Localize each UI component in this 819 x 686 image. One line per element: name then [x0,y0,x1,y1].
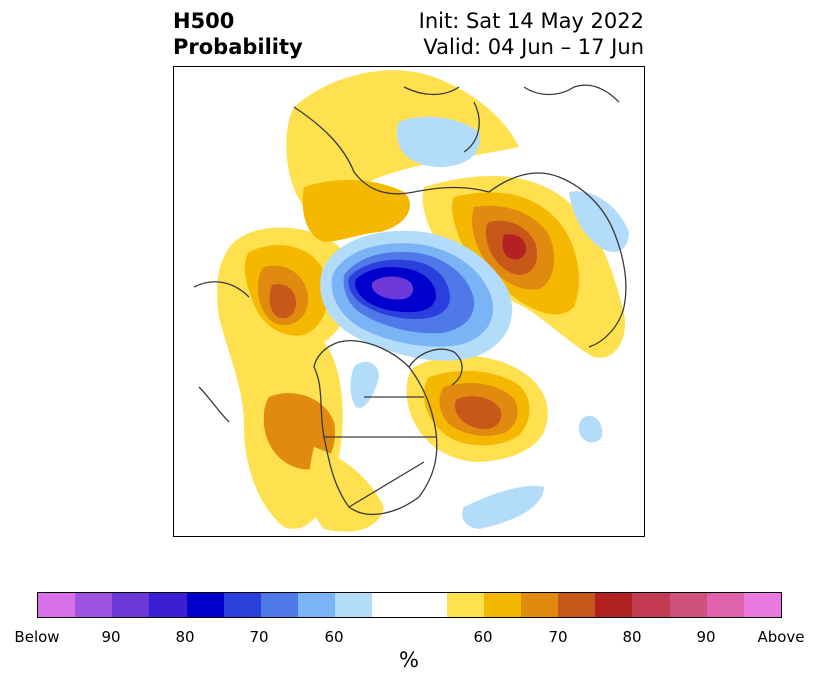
below-60-gulf [462,485,544,529]
colorbar-swatch [335,593,373,617]
colorbar-swatch [75,593,113,617]
colorbar-tick-label: 80 [175,628,195,646]
colorbar-unit-label: % [399,648,419,672]
above-75-atlantic [454,396,502,430]
colorbar-swatch [372,593,447,617]
colorbar-tick-label: 80 [622,628,642,646]
chart-title-left: H500 Probability [173,8,303,60]
colorbar-tick-label: 90 [101,628,121,646]
colorbar-tick-label: 60 [324,628,344,646]
below-60-westcanada [350,361,379,408]
coastlines [193,84,627,515]
colorbar-swatch [669,593,707,617]
below-60-greenland [396,116,480,168]
colorbar-tick-label: 70 [548,628,568,646]
colorbar-swatch [112,593,150,617]
colorbar-swatch [706,593,744,617]
above-60-canada [302,180,410,242]
valid-range-label: Valid: 04 Jun – 17 Jun [423,35,644,59]
colorbar-tick-label: 70 [249,628,269,646]
colorbar-swatch [595,593,633,617]
colorbar-tick-label: Above [757,628,805,646]
above-80-eurasia [502,234,526,260]
polar-map [173,66,645,537]
colorbar-swatch [446,593,484,617]
colorbar [37,592,782,618]
colorbar-swatch [223,593,261,617]
colorbar-swatch [632,593,670,617]
init-date-label: Init: Sat 14 May 2022 [418,9,644,33]
colorbar-swatch [38,593,76,617]
colorbar-swatch [186,593,224,617]
colorbar-tick-label: 90 [696,628,716,646]
below-60-siberia [569,191,629,252]
colorbar-tick-label: Below [14,628,60,646]
colorbar-swatch [558,593,596,617]
colorbar-swatch [521,593,559,617]
title-variable: H500 [173,9,235,33]
title-type: Probability [173,35,303,59]
above-60-swus [308,447,384,532]
below-normal-fields [320,116,629,529]
chart-title-right: Init: Sat 14 May 2022 Valid: 04 Jun – 17… [419,8,644,60]
colorbar-swatch [483,593,522,617]
map-canvas [193,70,629,532]
colorbar-swatch [298,593,336,617]
above-75-pacific [269,283,296,319]
colorbar-swatch [149,593,187,617]
colorbar-swatch [743,593,782,617]
colorbar-tick-label: 60 [473,628,493,646]
below-60-atlantic [578,415,603,443]
below-85-pole [371,276,414,300]
colorbar-swatch [260,593,299,617]
